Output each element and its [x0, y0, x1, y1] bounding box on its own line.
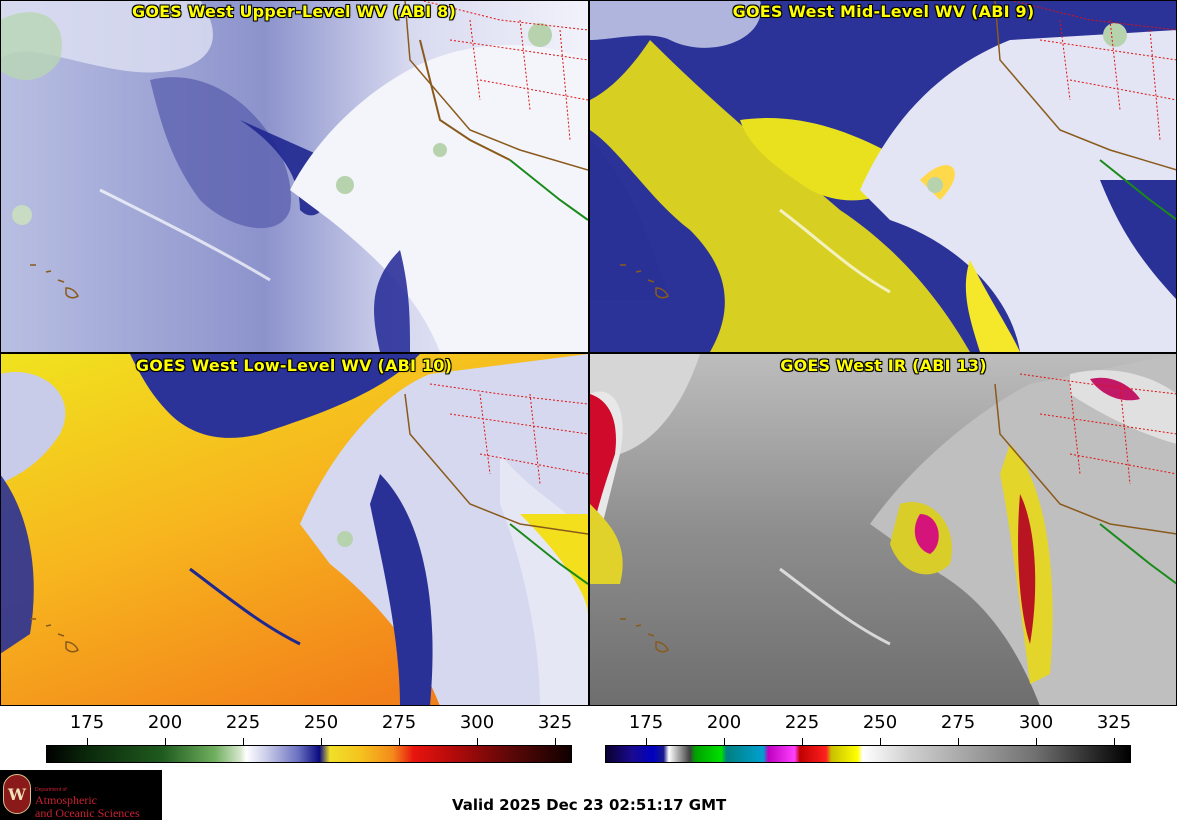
ir-color-scale [605, 745, 1131, 763]
tick-mark [399, 738, 400, 745]
tick-mark [87, 738, 88, 745]
tick-label: 275 [940, 712, 976, 733]
tick-mark [1036, 738, 1037, 745]
logo-name-line1: Atmospheric [35, 793, 97, 807]
tick-label: 225 [225, 712, 261, 733]
tick-mark [958, 738, 959, 745]
tick-mark [477, 738, 478, 745]
tick-label: 275 [381, 712, 417, 733]
tick-label: 200 [147, 712, 183, 733]
tick-label: 225 [784, 712, 820, 733]
tick-label: 250 [303, 712, 339, 733]
tick-mark [1114, 738, 1115, 745]
uw-seal-icon: W [3, 774, 31, 814]
tick-label: 200 [706, 712, 742, 733]
aos-logo: W Department of Atmospheric and Oceanic … [0, 770, 162, 820]
panel-mid-wv: GOES West Mid-Level WV (ABI 9) [590, 0, 1177, 352]
ir-image [590, 354, 1177, 706]
tick-label: 250 [862, 712, 898, 733]
tick-mark [243, 738, 244, 745]
tick-mark [165, 738, 166, 745]
panel-ir: GOES West IR (ABI 13) [590, 354, 1177, 706]
tick-label: 300 [1018, 712, 1054, 733]
low-wv-image [0, 354, 588, 706]
tick-mark [555, 738, 556, 745]
tick-mark [724, 738, 725, 745]
tick-mark [321, 738, 322, 745]
logo-name-line2: and Oceanic Sciences [35, 806, 140, 820]
ir-colorbar: 175 200 225 250 275 300 325 [605, 712, 1131, 767]
tick-mark [880, 738, 881, 745]
tick-label: 175 [628, 712, 664, 733]
tick-label: 325 [1096, 712, 1132, 733]
valid-time: Valid 2025 Dec 23 02:51:17 GMT [452, 796, 727, 814]
tick-mark [802, 738, 803, 745]
tick-label: 175 [69, 712, 105, 733]
panel-divider-horizontal [0, 352, 1177, 354]
panel-title: GOES West Mid-Level WV (ABI 9) [732, 2, 1035, 21]
wv-color-scale [46, 745, 572, 763]
logo-dept-text: Department of [35, 787, 67, 793]
upper-wv-image [0, 0, 588, 352]
tick-mark [646, 738, 647, 745]
panel-low-wv: GOES West Low-Level WV (ABI 10) [0, 354, 588, 706]
tick-label: 300 [459, 712, 495, 733]
panel-title: GOES West IR (ABI 13) [780, 356, 987, 375]
wv-colorbar: 175 200 225 250 275 300 325 [46, 712, 572, 767]
tick-label: 325 [537, 712, 573, 733]
panel-upper-wv: GOES West Upper-Level WV (ABI 8) [0, 0, 588, 352]
panel-title: GOES West Upper-Level WV (ABI 8) [132, 2, 456, 21]
panel-title: GOES West Low-Level WV (ABI 10) [135, 356, 453, 375]
mid-wv-image [590, 0, 1177, 352]
